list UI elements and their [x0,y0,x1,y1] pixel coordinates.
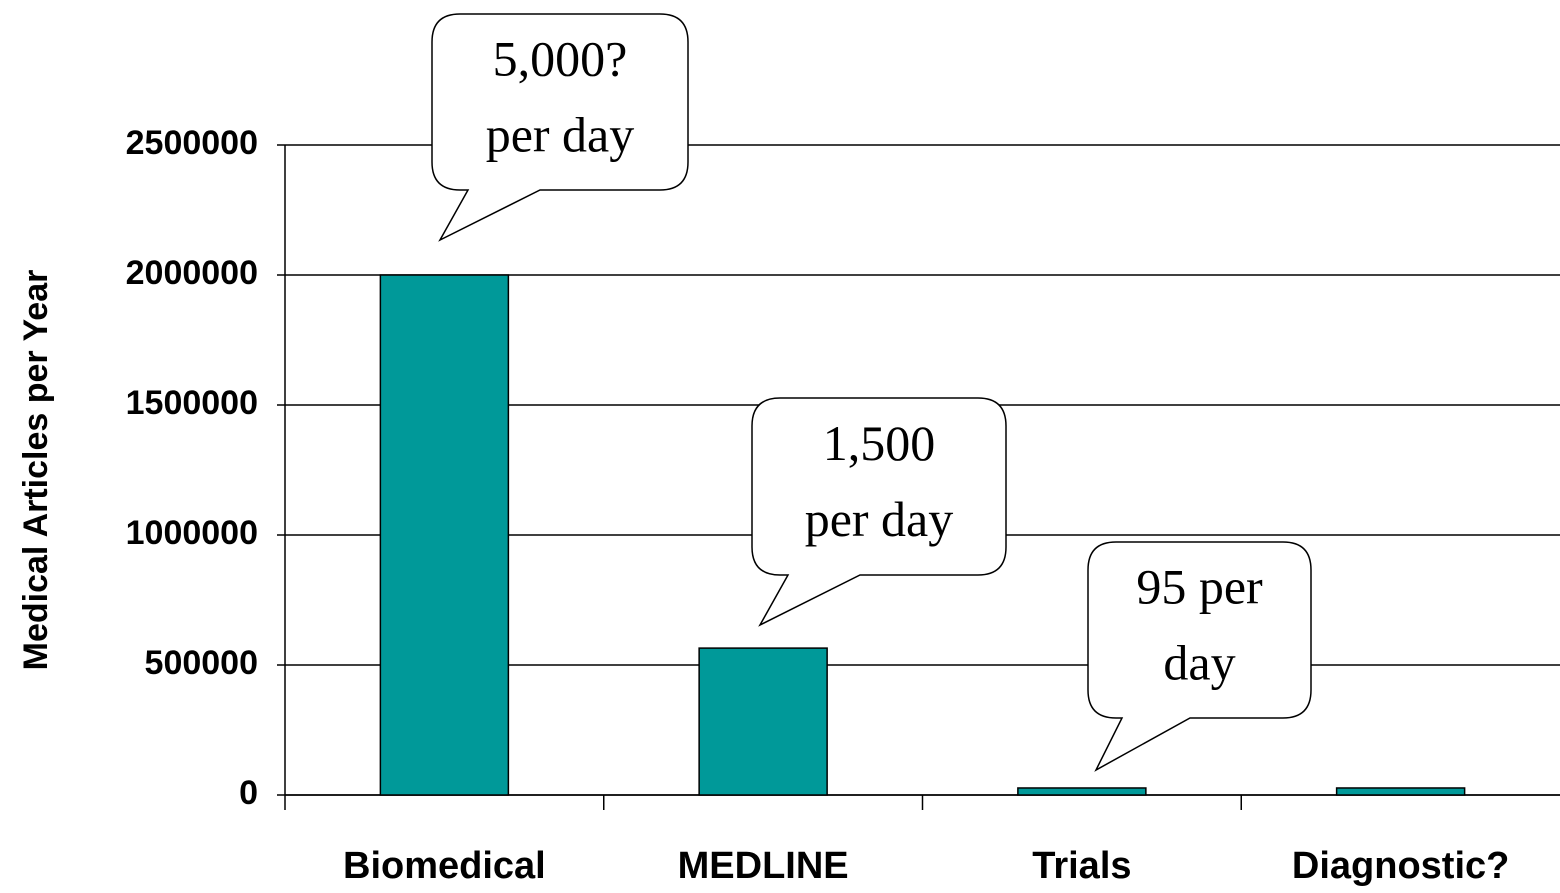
y-tick-label: 1000000 [126,514,258,552]
y-tick-label: 0 [239,774,258,812]
annotation-text: per day [486,106,635,162]
callout [431,13,689,242]
bar [1017,787,1147,796]
annotation-text: 95 per [1136,558,1263,614]
bar [379,274,510,796]
annotation-text: day [1163,634,1235,690]
annotation-text: 1,500 [823,415,936,471]
callout [1087,541,1312,772]
y-axis-label: Medical Articles per Year [17,270,55,671]
x-tick-label: MEDLINE [678,845,849,887]
x-tick-label: Trials [1032,845,1131,887]
annotation-text: 5,000? [493,30,628,86]
y-tick-label: 500000 [145,644,258,682]
bar [698,647,828,796]
bar [1335,787,1466,796]
callout [751,397,1007,627]
y-tick-label: 2500000 [126,124,258,162]
y-tick-label: 2000000 [126,254,258,292]
x-tick-label: Diagnostic? [1292,845,1509,887]
x-tick-label: Biomedical [343,845,546,887]
y-tick-label: 1500000 [126,384,258,422]
annotation-text: per day [805,491,954,547]
